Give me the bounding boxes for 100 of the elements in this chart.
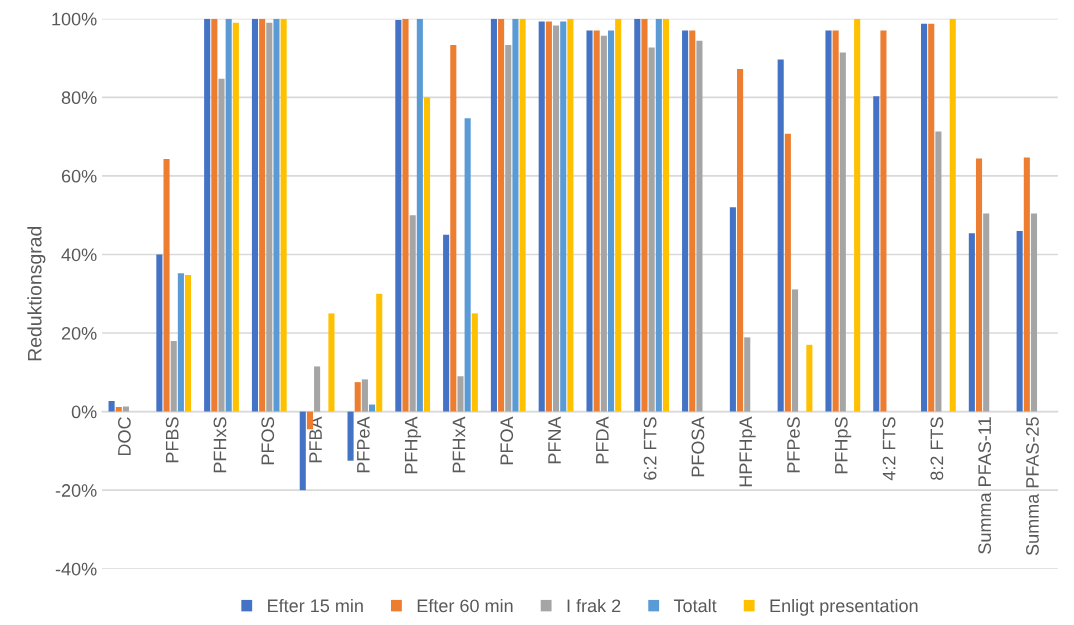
bar (170, 340, 177, 412)
x-tick-label: PFHxA (452, 416, 466, 473)
x-tick-label: PFBA (309, 416, 322, 463)
bar (266, 22, 273, 412)
bar (615, 18, 622, 412)
bar (921, 23, 928, 412)
x-tick-label: PFBS (165, 417, 179, 463)
bar (122, 406, 129, 412)
bar (369, 404, 376, 412)
bar (273, 18, 280, 412)
bar (423, 97, 431, 412)
x-tick-label: PFDA (596, 416, 609, 464)
legend-label: Efter 60 min (417, 598, 513, 613)
x-tick-label: 8:2 FTS (930, 417, 944, 480)
bar (545, 21, 552, 412)
bar (177, 273, 184, 412)
legend-label: Enligt presentation (770, 598, 918, 616)
bar (696, 40, 703, 412)
bar (115, 406, 122, 412)
bar (880, 30, 887, 412)
bar (655, 18, 662, 412)
bar (211, 18, 218, 412)
bar (777, 59, 784, 412)
bar (314, 366, 321, 412)
bar (395, 19, 402, 412)
x-tick-label: PFOSA (691, 416, 705, 477)
bar (347, 411, 354, 461)
y-tick-label: -20% (55, 484, 97, 497)
y-tick-label: 60% (61, 169, 97, 183)
bar (634, 18, 641, 412)
bar (806, 344, 813, 412)
x-tick-label: Summa PFAS-25 (1026, 417, 1039, 556)
bar (1030, 213, 1038, 412)
y-tick-label: 80% (61, 91, 97, 105)
bar (586, 30, 593, 412)
bar (402, 18, 409, 412)
bar (204, 18, 211, 412)
legend-label: Totalt (673, 598, 717, 613)
bar (832, 30, 839, 412)
bar (490, 18, 497, 412)
bar (854, 18, 861, 412)
bar (259, 18, 266, 412)
x-tick-label: HPFHpA (739, 416, 756, 487)
bar (163, 159, 170, 412)
bar (328, 313, 335, 412)
bar (648, 47, 655, 412)
bar (567, 18, 574, 412)
bar (935, 131, 942, 412)
bar (450, 45, 457, 412)
bar (641, 18, 648, 412)
y-tick-label: 40% (61, 248, 97, 262)
bar (600, 35, 607, 412)
bar (225, 18, 232, 412)
bar (593, 30, 600, 412)
bar (519, 18, 526, 412)
bar (498, 18, 505, 412)
x-tick-label: PFPeS (787, 417, 800, 473)
bar (232, 22, 239, 412)
bar (689, 30, 696, 412)
bar (968, 233, 975, 412)
bar (185, 274, 192, 412)
bar (873, 96, 880, 412)
bar (1016, 230, 1023, 412)
bar (729, 207, 736, 412)
bar (457, 376, 464, 412)
x-tick-label: PFOA (500, 416, 514, 465)
y-tick-label: 100% (52, 12, 97, 26)
bar (682, 30, 689, 412)
bar (662, 18, 670, 412)
x-tick-label: PFPeA (357, 416, 370, 473)
bar (218, 78, 225, 412)
x-tick-label: 4:2 FTS (882, 417, 896, 481)
x-tick-label: Summa PFAS-11 (978, 417, 992, 554)
x-tick-label: PFNA (548, 416, 561, 464)
bar (839, 52, 846, 412)
y-tick-label: -40% (55, 562, 97, 576)
bar (928, 23, 935, 412)
bar (505, 45, 512, 412)
y-tick-label: 0% (71, 405, 97, 419)
y-axis-title: Reduktionsgrad (27, 226, 46, 361)
bar (280, 18, 287, 412)
bar (416, 18, 423, 412)
bar (791, 289, 799, 412)
x-tick-label: PFOS (261, 417, 275, 465)
bar (361, 379, 368, 412)
bar (784, 133, 791, 412)
bar (607, 30, 615, 412)
bar (354, 382, 361, 412)
bar (376, 293, 383, 412)
x-tick-label: PFHpA (404, 416, 422, 474)
bar (156, 254, 163, 412)
x-tick-label: PFHpS (834, 417, 852, 474)
bar (464, 118, 471, 412)
bar (949, 18, 956, 412)
bar (251, 18, 259, 412)
bar (1023, 157, 1030, 412)
legend-label: Efter 15 min (268, 598, 363, 613)
bar (737, 69, 744, 412)
bar (975, 158, 983, 412)
legend-label: I frak 2 (567, 598, 621, 613)
